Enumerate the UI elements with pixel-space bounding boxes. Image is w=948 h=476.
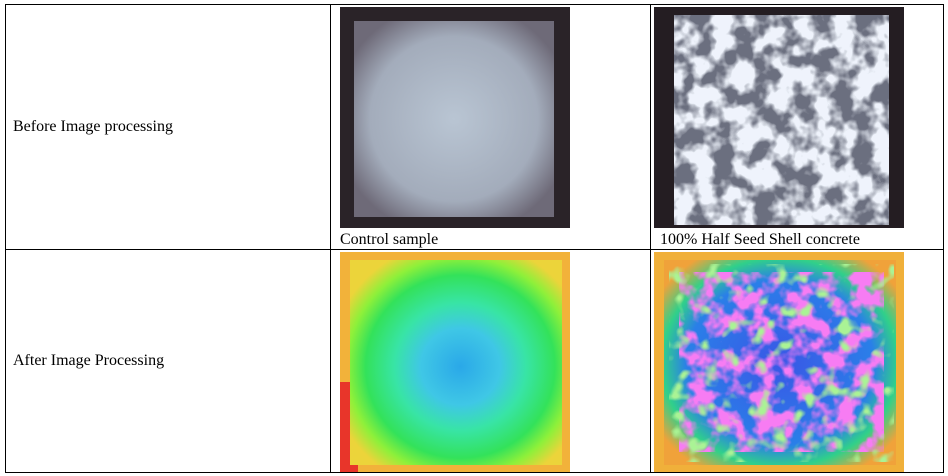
cell: 100% Half Seed Shell concrete (651, 5, 944, 250)
row-label: Before Image processing (6, 5, 331, 250)
image (340, 7, 570, 228)
image (654, 7, 904, 228)
row: After Image Processing (6, 250, 944, 473)
image (654, 252, 904, 472)
cell (651, 250, 944, 473)
cell (331, 250, 651, 473)
row-label: After Image Processing (6, 250, 331, 473)
caption: 100% Half Seed Shell concrete (660, 231, 860, 249)
row: Before Image processing Control sample (6, 5, 944, 250)
image (340, 252, 570, 472)
cell: Control sample (331, 5, 651, 250)
comparison-table: Before Image processing Control sample (5, 4, 944, 473)
caption: Control sample (340, 231, 438, 249)
